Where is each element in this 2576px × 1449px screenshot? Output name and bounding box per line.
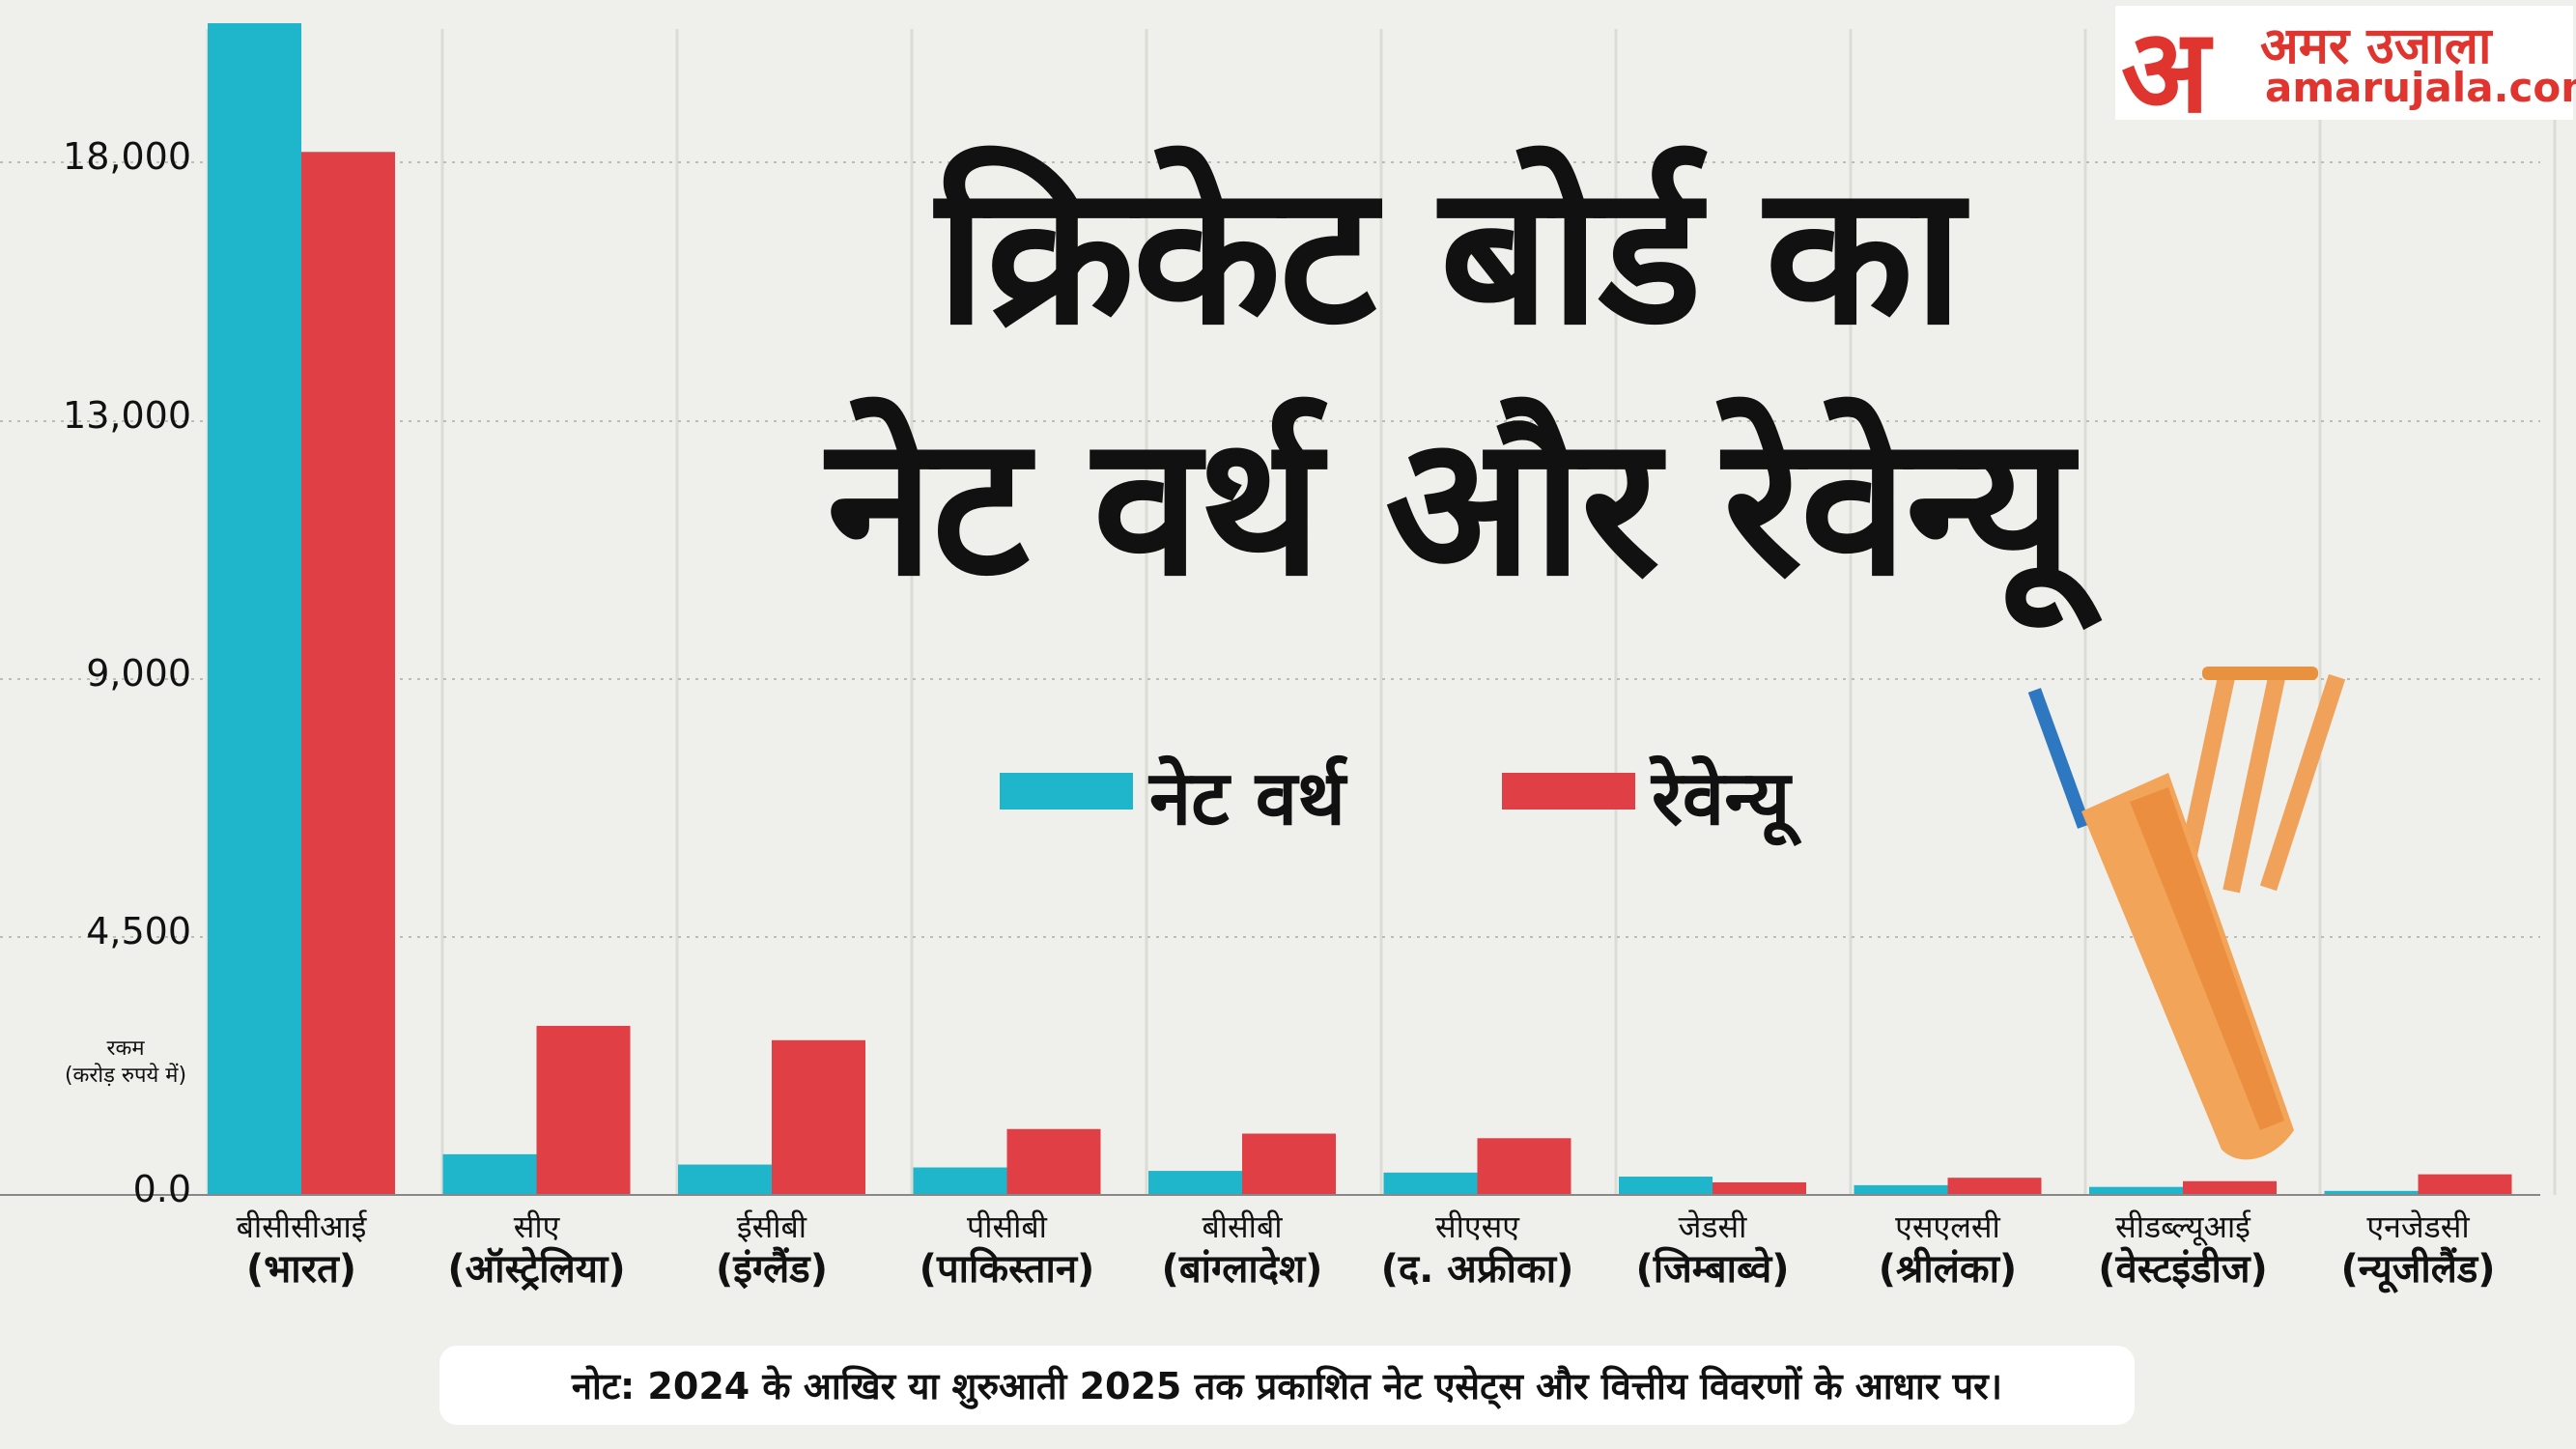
legend-swatch-networth [1000, 773, 1133, 810]
x-category-label: ईसीबी (इंग्लैंड) [654, 1208, 890, 1293]
x-category-name: पीसीबी [890, 1208, 1125, 1246]
legend-label-revenue: रेवेन्यू [1652, 744, 1791, 846]
bar-revenue [537, 1026, 631, 1195]
x-category-label: बीसीबी (बांग्लादेश) [1124, 1208, 1360, 1293]
x-category-name: बीसीबी [1124, 1208, 1360, 1246]
bar-revenue [2419, 1175, 2512, 1195]
x-category-country: (द. अफ्रीका) [1360, 1246, 1596, 1293]
x-category-label: एसएलसी (श्रीलंका) [1830, 1208, 2066, 1293]
x-category-name: ईसीबी [654, 1208, 890, 1246]
x-category-country: (श्रीलंका) [1830, 1246, 2066, 1293]
bar-revenue [1007, 1129, 1101, 1195]
chart-title-line-1: क्रिकेट बोर्ड का [541, 155, 2357, 357]
y-tick-label: 13,000 [37, 394, 191, 437]
y-tick-label: 9,000 [37, 652, 191, 695]
brand-glyph: अ [2121, 0, 2210, 146]
bar-networth [208, 23, 301, 1195]
x-category-country: (इंग्लैंड) [654, 1246, 890, 1293]
bar-networth [1148, 1171, 1242, 1195]
x-category-label: पीसीबी (पाकिस्तान) [890, 1208, 1125, 1293]
x-category-country: (भारत) [184, 1246, 419, 1293]
cricket-bat-and-stumps-icon [2014, 667, 2439, 1169]
chart-title-line-2: नेट वर्थ और रेवेन्यू [541, 406, 2357, 609]
x-category-label: सीए (ऑस्ट्रेलिया) [419, 1208, 655, 1293]
footnote: नोट: 2024 के आखिर या शुरुआती 2025 तक प्र… [439, 1346, 2135, 1425]
x-category-country: (न्यूजीलैंड) [2301, 1246, 2536, 1293]
bar-networth [1384, 1173, 1478, 1195]
bar-revenue [301, 152, 395, 1195]
bar-networth [1619, 1177, 1713, 1195]
x-category-country: (जिम्बाब्वे) [1595, 1246, 1830, 1293]
bar-networth [443, 1154, 537, 1195]
x-category-label: जेडसी (जिम्बाब्वे) [1595, 1208, 1830, 1293]
bar-revenue [2183, 1181, 2277, 1195]
legend-swatch-revenue [1502, 773, 1635, 810]
x-category-country: (बांग्लादेश) [1124, 1246, 1360, 1293]
x-category-country: (ऑस्ट्रेलिया) [419, 1246, 655, 1293]
x-category-name: सीडब्ल्यूआई [2065, 1208, 2301, 1246]
x-category-country: (पाकिस्तान) [890, 1246, 1125, 1293]
bar-revenue [1713, 1182, 1806, 1195]
bar-revenue [1478, 1138, 1571, 1195]
bar-networth [2089, 1187, 2183, 1195]
x-category-label: बीसीसीआई (भारत) [184, 1208, 419, 1293]
bar-networth [678, 1165, 772, 1195]
x-category-name: एसएलसी [1830, 1208, 2066, 1246]
x-category-label: सीडब्ल्यूआई (वेस्टइंडीज) [2065, 1208, 2301, 1293]
legend-label-networth: नेट वर्थ [1149, 744, 1345, 846]
x-category-label: एनजेडसी (न्यूजीलैंड) [2301, 1208, 2536, 1293]
y-tick-label: 0.0 [37, 1168, 191, 1210]
x-category-name: बीसीसीआई [184, 1208, 419, 1246]
x-category-label: सीएसए (द. अफ्रीका) [1360, 1208, 1596, 1293]
bar-revenue [1948, 1178, 2042, 1195]
bar-revenue [1242, 1134, 1336, 1195]
x-category-country: (वेस्टइंडीज) [2065, 1246, 2301, 1293]
bar-revenue [772, 1040, 865, 1195]
brand-url: amarujala.com [2265, 64, 2576, 111]
y-axis-label: रकम (करोड़ रुपये में) [39, 1036, 212, 1090]
x-category-name: जेडसी [1595, 1208, 1830, 1246]
y-tick-label: 18,000 [37, 135, 191, 178]
bar-networth [1854, 1185, 1948, 1195]
x-category-name: एनजेडसी [2301, 1208, 2536, 1246]
x-category-name: सीएसए [1360, 1208, 1596, 1246]
x-category-name: सीए [419, 1208, 655, 1246]
y-tick-label: 4,500 [37, 910, 191, 952]
bar-networth [914, 1168, 1007, 1195]
